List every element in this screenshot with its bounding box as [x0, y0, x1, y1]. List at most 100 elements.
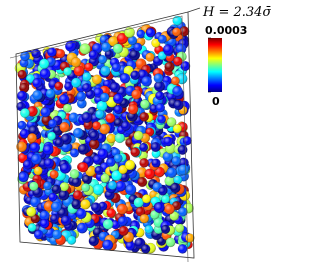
particle-shade: [39, 210, 50, 221]
particle-shade: [32, 78, 42, 88]
particle-shade: [113, 93, 124, 104]
particle-shade: [83, 120, 93, 130]
particle-shade: [171, 76, 180, 86]
particle-shade: [49, 170, 59, 179]
particle-shade: [130, 70, 140, 80]
particle-shade: [106, 157, 116, 167]
particle-shade: [16, 141, 27, 152]
particle-shade: [106, 133, 116, 144]
particle-shade: [129, 49, 140, 61]
particle-shade: [144, 225, 154, 234]
particle-shade: [92, 184, 104, 196]
particle-shade: [102, 219, 114, 230]
particle-shade: [164, 204, 175, 215]
particle-shade: [30, 214, 40, 224]
particle-shade: [171, 156, 181, 166]
particle-shade: [47, 131, 56, 141]
particle-shade: [71, 57, 81, 68]
particle-shade: [78, 162, 89, 173]
particle-shade: [63, 67, 72, 76]
particle-shade: [54, 81, 64, 91]
particle-shade: [136, 29, 146, 39]
particle-shade: [31, 153, 42, 165]
particle-shade: [114, 132, 125, 143]
particle-shade: [173, 175, 183, 185]
particle-shade: [59, 182, 69, 192]
particle-shade: [125, 160, 135, 170]
particle-shade: [73, 190, 83, 200]
particle-shade: [150, 142, 161, 152]
particle-shade: [29, 142, 40, 153]
particle-shade: [142, 194, 151, 204]
particle-shade: [137, 177, 147, 187]
particle-shade: [118, 226, 129, 236]
particle-shade: [179, 26, 190, 37]
colorbar-tick-label: 0.0003: [205, 24, 247, 37]
particle-shade: [162, 151, 173, 162]
particle-shade: [89, 130, 100, 141]
particle-shade: [139, 214, 149, 224]
particle-shade: [69, 169, 80, 179]
particle-shade: [116, 203, 128, 215]
particle-shade: [39, 58, 50, 69]
particle-shade: [58, 189, 69, 201]
particle-shade: [178, 207, 188, 217]
particle-shade: [157, 115, 166, 124]
scene: H = 2.34σ̄ 0 0.0003: [9, 5, 271, 263]
particle-shade: [82, 174, 92, 185]
particle-shade: [163, 44, 174, 55]
particle-shade: [19, 129, 30, 139]
particle-shade: [26, 74, 35, 84]
particle-shade: [163, 136, 173, 147]
particle-shade: [55, 49, 65, 59]
particle-shade: [32, 90, 43, 101]
particle-shade: [151, 158, 161, 168]
particle-shade: [151, 38, 161, 48]
particle-shade: [150, 210, 160, 220]
particle-shade: [81, 112, 93, 123]
particle-shade: [95, 109, 105, 119]
particle-shade: [166, 167, 177, 178]
particle-shade: [100, 173, 110, 183]
particle-shade: [172, 124, 182, 133]
particle-shade: [78, 144, 89, 155]
particle-shade: [88, 50, 99, 60]
particle-shade: [27, 223, 37, 232]
particle-shade: [29, 181, 39, 191]
particle-shade: [60, 215, 72, 226]
particle-shade: [100, 65, 111, 76]
particle-shade: [130, 147, 140, 157]
particle-shade: [111, 63, 121, 72]
particle-shade: [47, 47, 57, 57]
particles: [14, 15, 195, 254]
particle-shade: [96, 100, 108, 112]
particle-shade: [111, 170, 122, 181]
particle-shade: [63, 103, 72, 113]
particle-shade: [109, 82, 120, 93]
particle-shade: [177, 244, 188, 254]
particle-shade: [80, 199, 91, 210]
particle-shade: [67, 235, 76, 245]
particle-shade: [182, 136, 192, 146]
particle-shade: [31, 49, 41, 59]
particle-shade: [17, 120, 27, 130]
particle-shade: [133, 197, 144, 208]
particle-shade: [88, 236, 99, 246]
particle-shade: [113, 105, 123, 114]
particle-shade: [77, 98, 87, 109]
particle-shade: [175, 223, 185, 233]
particle-shade: [105, 113, 116, 123]
particle-shade: [18, 171, 29, 183]
particle-shade: [84, 62, 94, 72]
particle-shade: [76, 208, 87, 219]
particle-shade: [139, 112, 149, 122]
particle-shade: [59, 122, 70, 133]
colorbar-tick-label: 0: [212, 95, 220, 108]
particle-shade: [178, 164, 189, 176]
particle-shade: [153, 73, 164, 83]
box-outline: [15, 11, 195, 259]
particle-shade: [27, 106, 38, 117]
particle-shade: [170, 182, 181, 193]
particle-shade: [45, 88, 56, 99]
particle-shade: [113, 43, 123, 54]
